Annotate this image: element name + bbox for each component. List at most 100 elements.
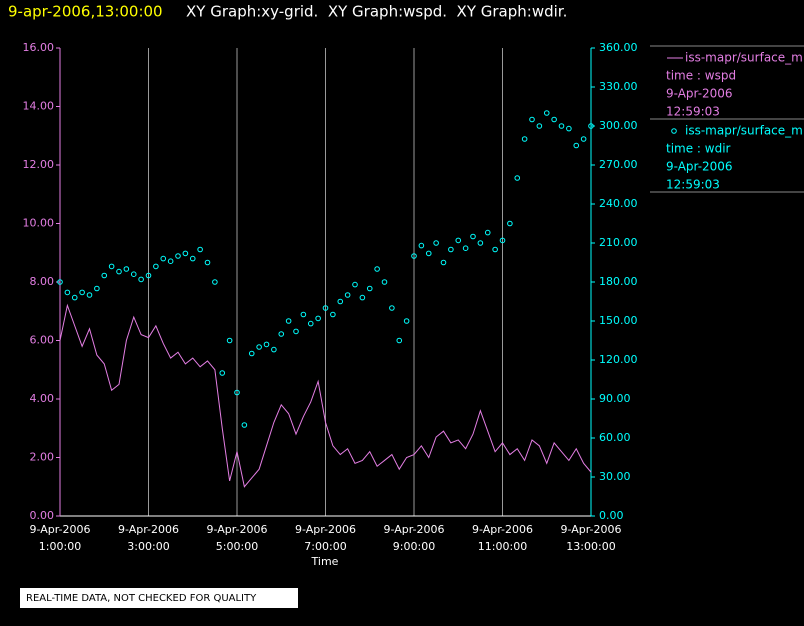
scatter-point — [219, 370, 226, 376]
x-tick-label-line: 9-Apr-2006 — [472, 523, 533, 536]
scatter-point — [145, 272, 152, 279]
title-date: 9-apr-2006,13:00:00 — [8, 3, 163, 21]
y-tick-label: 10.00 — [23, 217, 55, 230]
scatter-point — [130, 271, 137, 278]
x-tick-label-line: 3:00:00 — [127, 540, 169, 553]
scatter-point — [86, 292, 93, 298]
scatter-point — [248, 350, 255, 357]
scatter-point — [307, 320, 314, 327]
scatter-point — [455, 237, 462, 244]
x-tick-label-line: 9-Apr-2006 — [295, 523, 356, 536]
scatter-point — [322, 305, 329, 311]
y-tick-label: 8.00 — [30, 275, 55, 288]
legend-text: 9-Apr-2006 — [666, 87, 733, 101]
scatter-point — [396, 337, 403, 344]
scatter-point — [507, 220, 513, 227]
scatter-point — [588, 123, 594, 129]
x-tick-label-line: 9-Apr-2006 — [560, 523, 621, 536]
scatter-point — [300, 311, 307, 318]
scatter-point — [285, 318, 292, 324]
scatter-point — [484, 229, 491, 236]
x-tick-label-line: 1:00:00 — [39, 540, 81, 553]
x-tick-label-line: 7:00:00 — [304, 540, 346, 553]
scatter-point — [558, 123, 565, 129]
chart-title: XY Graph:xy-grid. XY Graph:wspd. XY Grap… — [186, 3, 567, 21]
scatter-point — [182, 250, 189, 257]
scatter-point — [440, 259, 447, 266]
y2-tick-label: 0.00 — [599, 509, 624, 522]
scatter-point — [344, 292, 351, 298]
scatter-point — [160, 255, 167, 262]
scatter-point — [366, 285, 373, 292]
scatter-point — [101, 272, 108, 279]
scatter-point — [197, 246, 203, 253]
y-tick-label: 12.00 — [23, 158, 55, 171]
scatter-point — [293, 328, 299, 335]
scatter-point — [167, 258, 174, 265]
x-tick-label-line: 9:00:00 — [393, 540, 435, 553]
scatter-point — [71, 294, 78, 301]
y2-tick-label: 120.00 — [599, 353, 638, 366]
scatter-point — [271, 346, 277, 353]
y2-tick-label: 270.00 — [599, 158, 638, 171]
footer: REAL-TIME DATA, NOT CHECKED FOR QUALITY — [26, 593, 257, 604]
x-tick-label: 9-Apr-2006 9:00:00 — [383, 523, 444, 553]
scatter-point — [138, 276, 144, 283]
legend-text: time : wspd — [666, 69, 736, 83]
scatter-point — [153, 263, 159, 270]
scatter-point — [263, 341, 270, 348]
y-tick-label: 0.00 — [30, 509, 55, 522]
y-tick-label: 6.00 — [30, 334, 55, 347]
scatter-point — [543, 110, 550, 116]
scatter-point — [403, 318, 410, 324]
y-tick-label: 14.00 — [23, 100, 55, 113]
y2-tick-label: 60.00 — [599, 431, 631, 444]
scatter-point — [57, 279, 63, 285]
scatter-point — [425, 250, 432, 257]
legend-text: time : wdir — [666, 142, 731, 156]
scatter-point — [116, 268, 122, 275]
legend-text: 12:59:03 — [666, 105, 720, 119]
x-tick-label: 9-Apr-2006 1:00:00 — [29, 523, 90, 553]
x-tick-label-line: 5:00:00 — [216, 540, 258, 553]
scatter-point — [462, 245, 469, 251]
y-tick-label: 4.00 — [30, 392, 55, 405]
scatter-point — [433, 240, 439, 246]
scatter-point — [204, 259, 211, 266]
scatter-point — [123, 266, 130, 272]
scatter-point — [448, 246, 454, 253]
x-tick-label: 9-Apr-2006 5:00:00 — [206, 523, 267, 553]
scatter-point — [278, 331, 285, 337]
scatter-point — [175, 253, 181, 259]
legend-text: 9-Apr-2006 — [666, 160, 733, 174]
x-axis-label: Time — [311, 555, 339, 568]
scatter-point — [389, 305, 395, 311]
y-tick-label: 2.00 — [30, 451, 55, 464]
x-tick-label: 9-Apr-2006 13:00:00 — [560, 523, 621, 553]
scatter-point — [514, 175, 521, 181]
scatter-point — [212, 279, 218, 285]
line — [59, 303, 592, 488]
scatter-point — [234, 389, 240, 396]
scatter-point — [108, 263, 115, 270]
scatter-point — [330, 311, 336, 318]
scatter-point — [381, 279, 388, 285]
scatter-point — [94, 285, 100, 292]
x-tick-label: 9-Apr-2006 7:00:00 — [295, 523, 356, 553]
scatter-point — [241, 422, 248, 428]
scatter-point — [573, 142, 580, 149]
legend-text: 12:59:03 — [666, 178, 720, 192]
scatter-point — [536, 123, 543, 129]
x-tick-label-line: 13:00:00 — [566, 540, 615, 553]
scatter-point — [79, 289, 85, 296]
legend-name: iss-mapr/surface_m — [685, 124, 803, 138]
y2-tick-label: 240.00 — [599, 197, 638, 210]
scatter-point — [492, 246, 498, 253]
legend-name: iss-mapr/surface_m — [685, 51, 803, 65]
footer-box — [20, 588, 298, 608]
scatter-point — [580, 136, 587, 142]
x-tick-label-line: 9-Apr-2006 — [29, 523, 90, 536]
scatter-point — [337, 298, 344, 305]
scatter-point — [226, 337, 233, 344]
